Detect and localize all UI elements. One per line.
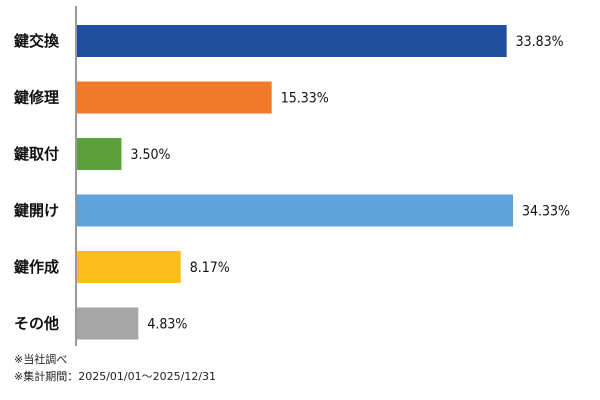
chart-notes: ※当社調べ ※集計期間：2025/01/01～2025/12/31 — [14, 351, 216, 385]
category-label: 鍵修理 — [14, 89, 59, 107]
value-label: 15.33% — [281, 91, 329, 107]
category-label: 鍵取付 — [14, 145, 59, 163]
value-label: 33.83% — [516, 34, 564, 50]
bar — [77, 25, 507, 57]
bar — [77, 307, 139, 340]
bars-group: 鍵交換 33.83% 鍵修理 15.33% 鍵取付 3.50% 鍵開け 34.33% 鍵作成 8.… — [14, 25, 570, 340]
value-label: 3.50% — [130, 147, 170, 163]
value-label: 8.17% — [190, 260, 230, 276]
bar — [77, 251, 181, 283]
category-label: その他 — [14, 315, 59, 333]
bar — [77, 81, 272, 114]
bar — [77, 194, 513, 227]
value-label: 34.33% — [522, 204, 570, 220]
category-label: 鍵開け — [14, 202, 59, 220]
category-label: 鍵作成 — [14, 258, 59, 276]
source-note: ※当社調べ — [14, 353, 68, 366]
period-note: ※集計期間：2025/01/01～2025/12/31 — [14, 370, 217, 383]
bar — [77, 138, 122, 170]
category-label: 鍵交換 — [14, 32, 60, 50]
value-label: 4.83% — [147, 317, 187, 333]
